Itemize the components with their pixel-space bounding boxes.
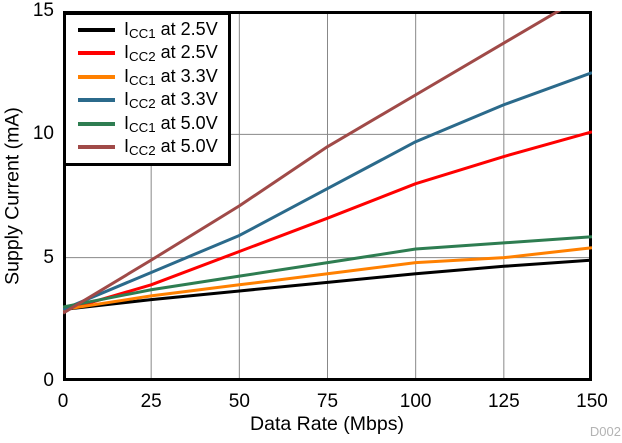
x-tick-label: 100 (399, 391, 432, 412)
legend-rows: ICC1 at 2.5V ICC2 at 2.5V ICC1 at 3.3V ICC2… (66, 18, 228, 159)
legend-item-icc2-2v5: ICC2 at 2.5V (66, 42, 228, 66)
figure-code-watermark: D002 (589, 424, 621, 439)
series-line-icc2-2v5 (63, 130, 592, 313)
series-line-icc2-3v3 (63, 71, 592, 311)
y-tick-label: 15 (32, 0, 54, 21)
x-tick-label: 0 (57, 391, 69, 412)
x-axis-title: Data Rate (Mbps) (250, 413, 404, 435)
legend-swatch-icc2-2v5 (78, 51, 115, 56)
legend-swatch-icc1-2v5 (78, 27, 115, 32)
legend-item-icc2-5v0: ICC2 at 5.0V (66, 136, 228, 160)
legend-item-icc1-2v5: ICC1 at 2.5V (66, 18, 228, 42)
legend-box: ICC1 at 2.5V ICC2 at 2.5V ICC1 at 3.3V ICC2… (63, 12, 231, 166)
y-tick-label: 5 (43, 246, 54, 268)
series-line-icc1-2v5 (63, 258, 592, 311)
legend-swatch-icc2-5v0 (78, 145, 115, 150)
x-tick-label: 125 (487, 391, 520, 412)
legend-swatch-icc1-3v3 (78, 74, 115, 79)
x-tick-label: 50 (228, 391, 250, 412)
legend-label: ICC1 at 2.5V (124, 18, 218, 41)
legend-label: ICC2 at 2.5V (124, 42, 218, 65)
x-tick-label: 25 (140, 391, 162, 412)
legend-item-icc1-3v3: ICC1 at 3.3V (66, 65, 228, 89)
legend-label: ICC1 at 5.0V (124, 112, 218, 135)
series-line-icc2-5v0 (63, 11, 562, 315)
legend-item-icc2-3v3: ICC2 at 3.3V (66, 89, 228, 113)
legend-swatch-icc2-3v3 (78, 98, 115, 103)
plot-frame (63, 11, 592, 381)
series-line-icc1-5v0 (63, 235, 592, 309)
y-tick-label: 10 (32, 123, 54, 145)
legend-label: ICC2 at 5.0V (124, 136, 218, 159)
legend-label: ICC2 at 3.3V (124, 89, 218, 112)
legend-item-icc1-5v0: ICC1 at 5.0V (66, 112, 228, 136)
series-line-icc1-3v3 (63, 246, 592, 311)
legend-label: ICC1 at 3.3V (124, 65, 218, 88)
y-tick-label: 0 (43, 370, 54, 391)
x-tick-label: 150 (576, 391, 608, 412)
plot-area (63, 11, 592, 381)
legend-swatch-icc1-5v0 (78, 121, 115, 126)
x-tick-label: 75 (316, 391, 339, 412)
